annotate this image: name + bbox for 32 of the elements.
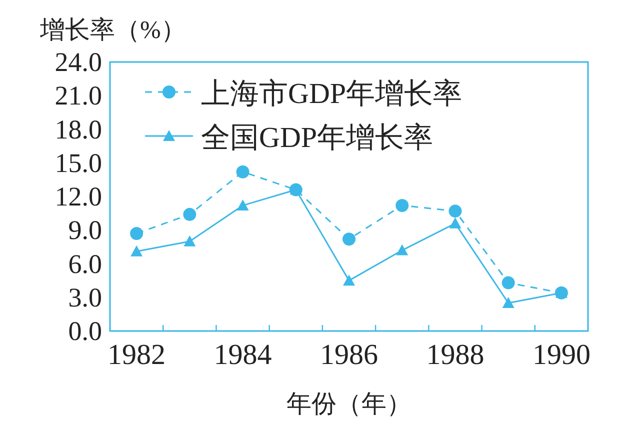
x-tick-label: 1986 — [320, 339, 378, 371]
x-tick-label: 1990 — [532, 339, 590, 371]
x-tick-label: 1984 — [214, 339, 272, 371]
point — [502, 296, 514, 308]
legend-label: 全国GDP年增长率 — [201, 122, 434, 154]
point — [236, 165, 250, 178]
y-axis-title: 增长率（%） — [39, 16, 186, 44]
y-tick-label: 3.0 — [68, 282, 102, 312]
point — [130, 226, 144, 240]
x-tick-label: 1982 — [108, 339, 166, 371]
y-tick-label: 0.0 — [68, 316, 102, 346]
point — [342, 232, 356, 246]
y-tick-label: 15.0 — [54, 148, 102, 178]
y-tick-label: 18.0 — [54, 114, 102, 144]
point — [236, 199, 249, 210]
point — [502, 276, 515, 290]
point — [130, 245, 143, 256]
y-tick-label: 21.0 — [54, 80, 102, 111]
point — [396, 198, 409, 212]
y-tick-label: 9.0 — [68, 215, 102, 246]
point — [449, 217, 462, 228]
y-tick-label: 24.0 — [54, 47, 102, 77]
point — [448, 204, 462, 218]
legend-label: 上海市GDP年增长率 — [201, 78, 462, 110]
x-axis-title: 年份（年） — [286, 391, 412, 418]
y-tick-label: 12.0 — [54, 182, 102, 212]
point — [343, 274, 355, 286]
y-tick-label: 6.0 — [68, 248, 102, 279]
point — [184, 235, 196, 246]
x-tick-label: 1988 — [426, 339, 484, 371]
point — [183, 208, 196, 221]
point — [396, 244, 408, 256]
